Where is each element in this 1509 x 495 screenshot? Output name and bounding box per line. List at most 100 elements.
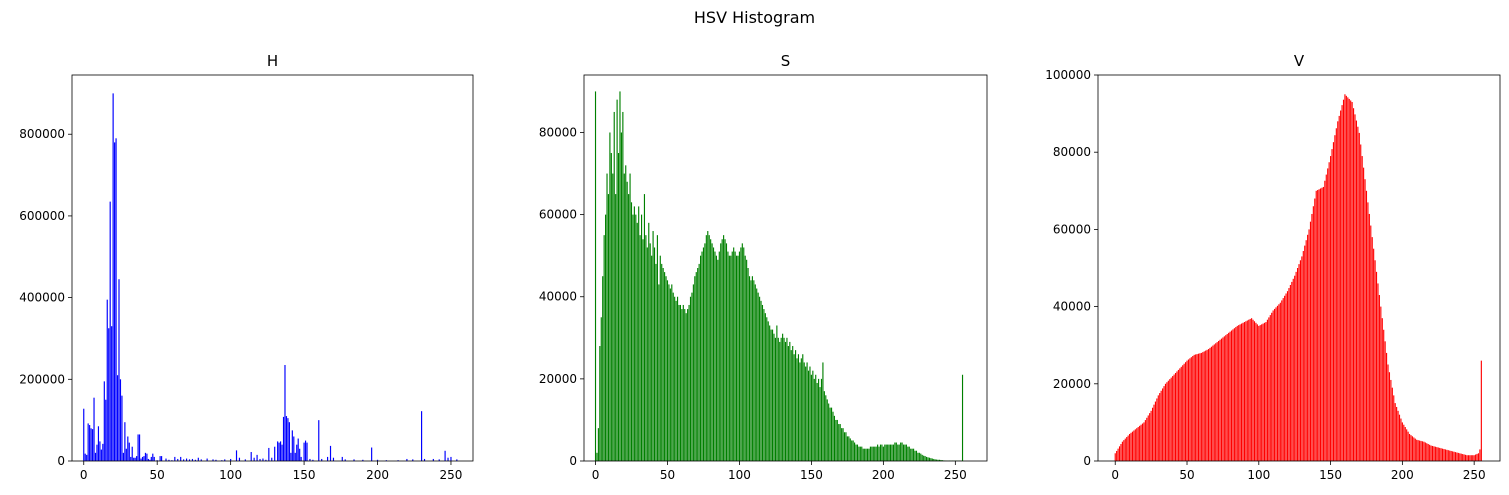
bar	[753, 280, 755, 461]
bar	[871, 446, 873, 461]
bar	[1457, 452, 1459, 461]
bar	[1407, 431, 1409, 461]
bar	[119, 379, 122, 461]
bar	[1275, 307, 1277, 461]
bar	[397, 460, 399, 461]
bar	[1314, 198, 1316, 461]
bar	[1374, 260, 1376, 461]
bar	[748, 276, 751, 461]
bar	[735, 255, 738, 461]
bar	[1146, 417, 1148, 461]
bar	[1192, 356, 1194, 461]
bar	[702, 247, 705, 461]
bar	[191, 458, 194, 461]
bar	[774, 337, 776, 461]
bar	[1156, 398, 1158, 461]
x-tick-label: 0	[1111, 468, 1119, 482]
bar	[879, 444, 882, 461]
bar	[1134, 429, 1136, 461]
bar	[679, 304, 682, 461]
bar	[668, 284, 670, 461]
bar	[1126, 437, 1128, 461]
bar	[645, 235, 647, 461]
bar	[1248, 319, 1250, 461]
bar	[688, 304, 690, 461]
bar	[1256, 324, 1258, 461]
bar	[918, 452, 920, 461]
bar	[1157, 395, 1159, 461]
bar	[607, 194, 610, 461]
bar	[638, 206, 640, 461]
bar	[116, 375, 119, 461]
bar	[274, 446, 276, 461]
bar	[450, 456, 452, 461]
bar	[882, 446, 884, 461]
bar	[1442, 448, 1444, 461]
bar	[174, 456, 176, 461]
bar	[1212, 345, 1214, 461]
bar	[1193, 354, 1195, 461]
bar	[385, 460, 387, 461]
bar	[737, 255, 739, 461]
y-tick-label: 20000	[539, 372, 577, 386]
bar	[171, 460, 173, 461]
bar	[666, 280, 669, 461]
figure-suptitle: HSV Histogram	[693, 8, 816, 27]
bar	[96, 444, 98, 461]
bar	[312, 459, 314, 461]
bars-v	[1114, 94, 1482, 462]
bar	[318, 420, 320, 461]
bar	[1269, 315, 1271, 461]
bar	[1263, 322, 1266, 461]
bar	[642, 239, 644, 461]
bar	[1298, 264, 1300, 461]
bar	[606, 173, 608, 461]
bar	[599, 346, 601, 461]
bar	[147, 458, 149, 461]
bar	[281, 444, 283, 461]
bar	[326, 456, 329, 461]
bar	[797, 354, 800, 461]
bar	[646, 247, 648, 461]
bar	[1456, 452, 1458, 461]
bar	[1253, 321, 1256, 461]
bars-s	[594, 91, 964, 462]
bar	[456, 459, 458, 461]
y-tick-label: 60000	[1053, 222, 1091, 236]
bar	[1143, 422, 1145, 461]
bar	[1352, 108, 1355, 462]
x-tick-label: 200	[1391, 468, 1414, 482]
bar	[810, 374, 812, 461]
bar	[712, 247, 715, 461]
bar	[1239, 324, 1241, 461]
bar	[1225, 335, 1227, 461]
bar	[877, 444, 879, 461]
bar	[288, 422, 290, 461]
bar	[682, 304, 684, 461]
bar	[121, 395, 123, 461]
bar	[1174, 372, 1177, 461]
bar	[1464, 454, 1467, 461]
bar	[1190, 357, 1192, 461]
bar	[1124, 438, 1126, 461]
bar	[93, 397, 95, 461]
bar	[1182, 365, 1184, 461]
bar	[1440, 448, 1442, 461]
bar	[230, 458, 232, 461]
bar	[789, 341, 791, 461]
bar	[1265, 322, 1267, 461]
bar	[787, 346, 789, 461]
bar	[1252, 319, 1254, 461]
bar	[105, 399, 107, 461]
bar	[141, 456, 144, 461]
x-tick-label: 150	[800, 468, 823, 482]
bar	[1255, 322, 1257, 461]
bar	[97, 426, 100, 461]
bar	[924, 456, 926, 461]
bar	[1173, 374, 1175, 461]
bar	[766, 317, 768, 461]
bar	[1251, 318, 1253, 461]
y-tick-label: 80000	[539, 125, 577, 139]
bar	[1203, 351, 1205, 461]
bar	[777, 337, 779, 461]
